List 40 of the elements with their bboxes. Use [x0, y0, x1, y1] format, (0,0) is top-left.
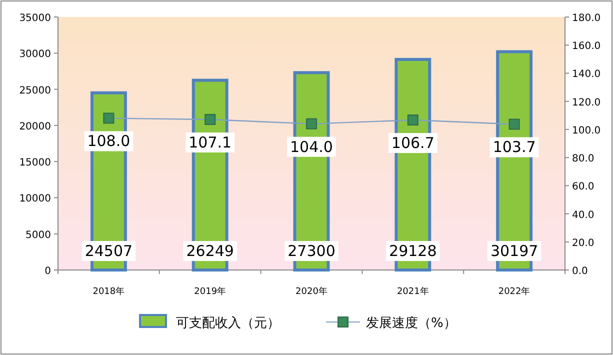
- point: [407, 114, 418, 126]
- x-tick-label: 2018年: [92, 286, 125, 297]
- data-label: 29128: [389, 242, 437, 260]
- point: [508, 118, 520, 130]
- point: [204, 114, 216, 125]
- y2-tick-label: 40.0: [572, 210, 594, 221]
- y2-tick-label: 20.0: [572, 238, 594, 249]
- y-tick-label: 30000: [19, 49, 51, 60]
- y-tick-label: 15000: [19, 158, 51, 169]
- data-label: 104.0: [290, 138, 333, 156]
- x-tick-label: 2021年: [396, 286, 429, 297]
- y-tick-label: 0: [44, 266, 51, 277]
- data-label: 108.0: [87, 132, 130, 150]
- y2-tick-label: 140.0: [572, 69, 601, 80]
- y2-tick-label: 0.0: [572, 266, 588, 277]
- data-label: 106.7: [391, 134, 434, 152]
- y-tick-label: 25000: [19, 85, 51, 96]
- point: [306, 118, 317, 130]
- data-label: 103.7: [492, 138, 536, 156]
- y2-tick-label: 120.0: [572, 97, 601, 108]
- data-label: 107.1: [188, 133, 232, 152]
- data-label: 26249: [186, 242, 234, 260]
- data-label: 30197: [490, 242, 538, 260]
- x-tick-label: 2020年: [296, 286, 328, 297]
- y-tick-label: 20000: [19, 121, 51, 132]
- point: [103, 112, 114, 124]
- x-tick-label: 2022年: [498, 286, 530, 297]
- y2-tick-label: 100.0: [572, 125, 601, 136]
- y2-tick-label: 160.0: [572, 41, 601, 52]
- y2-tick-label: 60.0: [572, 182, 594, 193]
- data-label: 27300: [288, 242, 336, 260]
- legend-label: 可支配收入（元）: [176, 316, 280, 331]
- y2-tick-label: 180.0: [572, 13, 601, 24]
- y-tick-label: 35000: [19, 13, 51, 24]
- y-tick-label: 5000: [26, 230, 51, 241]
- x-tick-label: 2019年: [194, 286, 226, 297]
- y-tick-label: 10000: [19, 194, 51, 205]
- legend-label: 发展速度（%）: [366, 315, 456, 331]
- y2-tick-label: 80.0: [572, 154, 594, 165]
- data-label: 24507: [84, 242, 133, 260]
